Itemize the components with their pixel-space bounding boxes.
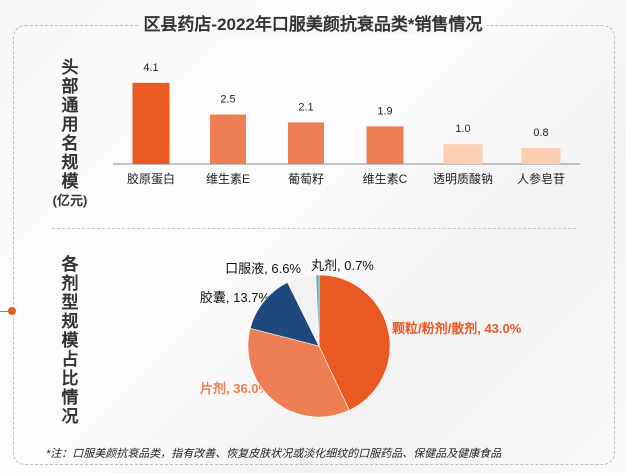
bar bbox=[210, 114, 246, 164]
bar-data-label: 2.5 bbox=[220, 94, 235, 106]
bar-data-label: 0.8 bbox=[533, 127, 548, 139]
bar-data-label: 4.1 bbox=[143, 62, 158, 74]
title-text: 区县药店-2022年口服美颜抗衰品类*销售情况 bbox=[139, 15, 487, 34]
bar-data-label: 2.1 bbox=[298, 101, 313, 113]
pie-slice bbox=[315, 274, 320, 347]
bar bbox=[443, 144, 483, 164]
x-tick-label: 人参皂苷 bbox=[517, 171, 565, 186]
section-divider bbox=[52, 228, 576, 229]
x-tick-label: 透明质酸钠 bbox=[433, 171, 493, 186]
x-tick-label: 维生素C bbox=[363, 172, 408, 186]
bar bbox=[288, 122, 324, 164]
pie-axis-label: 各剂型规模占比情况 bbox=[61, 255, 79, 426]
footnote: *注：口服美颜抗衰品类，指有改善、恢复皮肤状况或淡化细纹的口服药品、保健品及健康… bbox=[46, 448, 502, 460]
pie-slice bbox=[249, 281, 320, 347]
pie-slice bbox=[318, 274, 391, 411]
bar bbox=[521, 148, 561, 164]
pie-slice-label: 胶囊, 13.7% bbox=[200, 290, 271, 305]
bar-data-label: 1.9 bbox=[377, 105, 392, 117]
bar bbox=[132, 82, 170, 164]
bar-axis-label: 头部通用名规模 (亿元) bbox=[52, 58, 88, 208]
pie-slice-label: 颗粒/粉剂/散剂, 43.0% bbox=[392, 321, 522, 336]
page-title: 区县药店-2022年口服美颜抗衰品类*销售情况 bbox=[0, 10, 626, 35]
connector-dot bbox=[8, 307, 16, 315]
x-tick-label: 葡萄籽 bbox=[288, 172, 324, 186]
pie-slice-label: 丸剂, 0.7% bbox=[311, 258, 374, 273]
x-tick-label: 胶原蛋白 bbox=[127, 171, 175, 186]
bar-data-label: 1.0 bbox=[455, 123, 470, 135]
connector-line bbox=[0, 311, 10, 312]
pie-slice-label: 片剂, 36.0% bbox=[200, 381, 271, 396]
bar bbox=[366, 126, 404, 164]
x-tick-label: 维生素E bbox=[206, 172, 250, 186]
pie-slice bbox=[247, 327, 350, 418]
pie-slice-label: 口服液, 6.6% bbox=[225, 261, 301, 276]
